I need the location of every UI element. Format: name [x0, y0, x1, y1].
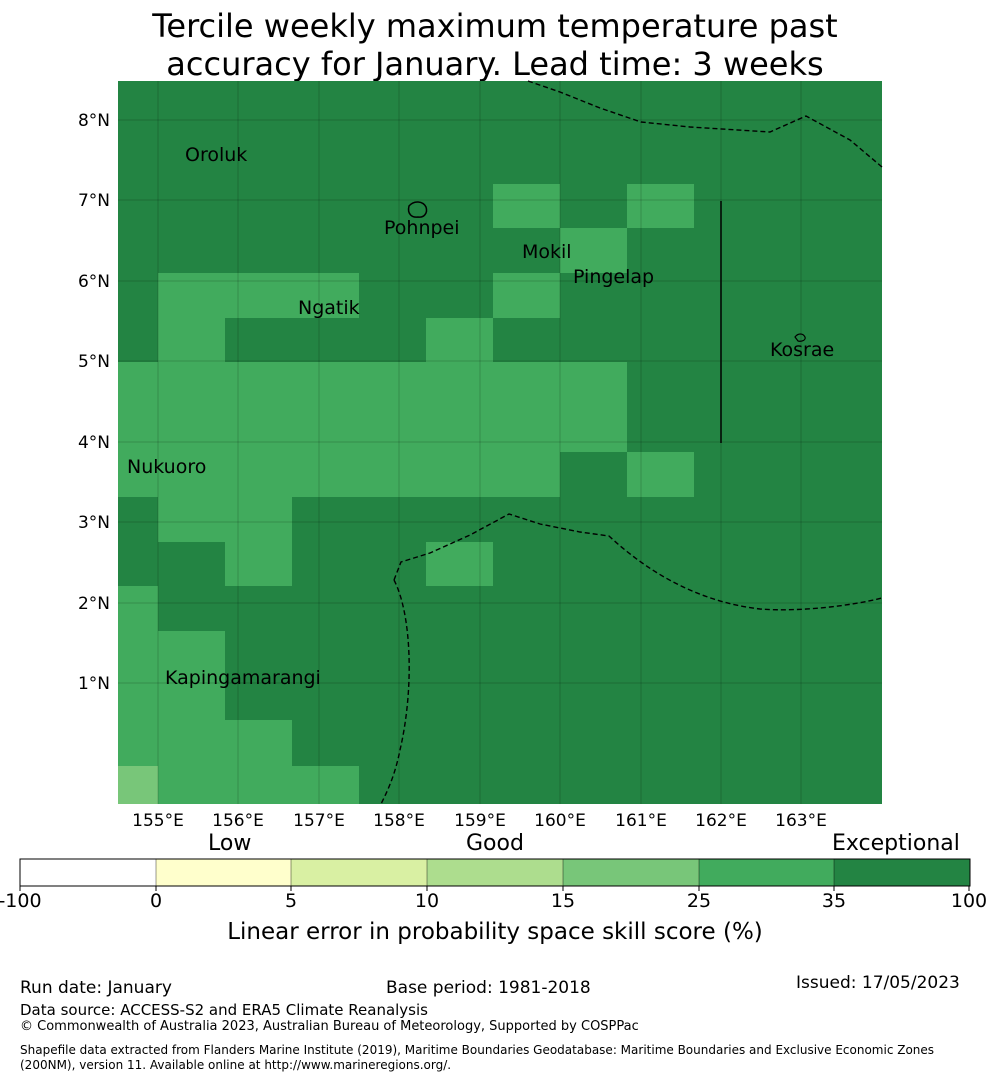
lat-label-1n: 1°N	[78, 674, 110, 694]
run-date: Run date: January	[20, 978, 172, 998]
map-title-line2: accuracy for January. Lead time: 3 weeks	[166, 45, 824, 83]
skill-cells-good	[118, 184, 694, 804]
lon-label-160e: 160°E	[534, 811, 586, 831]
colorbar-segment-4	[427, 859, 563, 886]
lon-label-162e: 162°E	[695, 811, 747, 831]
copyright-notice: © Commonwealth of Australia 2023, Austra…	[20, 1019, 639, 1034]
place-label-pingelap: Pingelap	[573, 266, 654, 288]
colorbar-tick-10: 10	[414, 890, 440, 912]
colorbar	[19, 858, 971, 891]
colorbar-segment-5	[563, 859, 699, 886]
colorbar-title: Linear error in probability space skill …	[227, 919, 763, 945]
colorbar-segment-3	[291, 859, 427, 886]
map-gridlines	[118, 81, 882, 804]
shapefile-credit-line2: (200NM), version 11. Available online at…	[20, 1058, 452, 1072]
issued-date: Issued: 17/05/2023	[796, 973, 960, 993]
lat-label-6n: 6°N	[78, 272, 110, 292]
lon-label-158e: 158°E	[373, 811, 425, 831]
lon-label-157e: 157°E	[293, 811, 345, 831]
lon-label-163e: 163°E	[775, 811, 827, 831]
colorbar-segment-2	[156, 859, 291, 886]
place-label-pohnpei: Pohnpei	[384, 217, 460, 239]
lon-label-159e: 159°E	[454, 811, 506, 831]
category-good: Good	[466, 831, 524, 856]
shapefile-credit-line1: Shapefile data extracted from Flanders M…	[20, 1043, 935, 1057]
lon-label-156e: 156°E	[212, 811, 264, 831]
colorbar-tick-5: 5	[284, 890, 298, 912]
colorbar-tick-0: 0	[149, 890, 163, 912]
colorbar-tick-15: 15	[550, 890, 576, 912]
place-label-nukuoro: Nukuoro	[127, 456, 206, 478]
lat-label-8n: 8°N	[78, 111, 110, 131]
lat-label-2n: 2°N	[78, 594, 110, 614]
map-title-line1: Tercile weekly maximum temperature past	[152, 7, 838, 45]
category-exceptional: Exceptional	[832, 831, 960, 856]
category-low: Low	[208, 831, 252, 856]
kosrae-island-outline	[794, 333, 806, 342]
eez-boundaries	[380, 80, 883, 805]
colorbar-tick-100: 100	[950, 890, 988, 912]
place-label-kosrae: Kosrae	[770, 339, 834, 361]
colorbar-segment-6	[699, 859, 834, 886]
colorbar-tick-25: 25	[686, 890, 712, 912]
lon-label-161e: 161°E	[615, 811, 667, 831]
lon-label-155e: 155°E	[132, 811, 184, 831]
place-label-oroluk: Oroluk	[185, 144, 247, 166]
skill-cell-fair	[118, 766, 158, 804]
colorbar-tick-35: 35	[821, 890, 847, 912]
lat-label-7n: 7°N	[78, 191, 110, 211]
colorbar-segment-1	[20, 859, 156, 886]
lat-label-5n: 5°N	[78, 352, 110, 372]
colorbar-segment-7	[834, 859, 970, 886]
colorbar-tick-neg100: -100	[0, 890, 42, 912]
place-label-ngatik: Ngatik	[298, 297, 360, 319]
lat-label-3n: 3°N	[78, 513, 110, 533]
base-period: Base period: 1981-2018	[386, 978, 591, 998]
place-label-mokil: Mokil	[522, 241, 572, 263]
pohnpei-island-outline	[407, 201, 428, 218]
lat-label-4n: 4°N	[78, 433, 110, 453]
place-label-kapingamarangi: Kapingamarangi	[165, 667, 321, 689]
data-source: Data source: ACCESS-S2 and ERA5 Climate …	[20, 1001, 428, 1019]
